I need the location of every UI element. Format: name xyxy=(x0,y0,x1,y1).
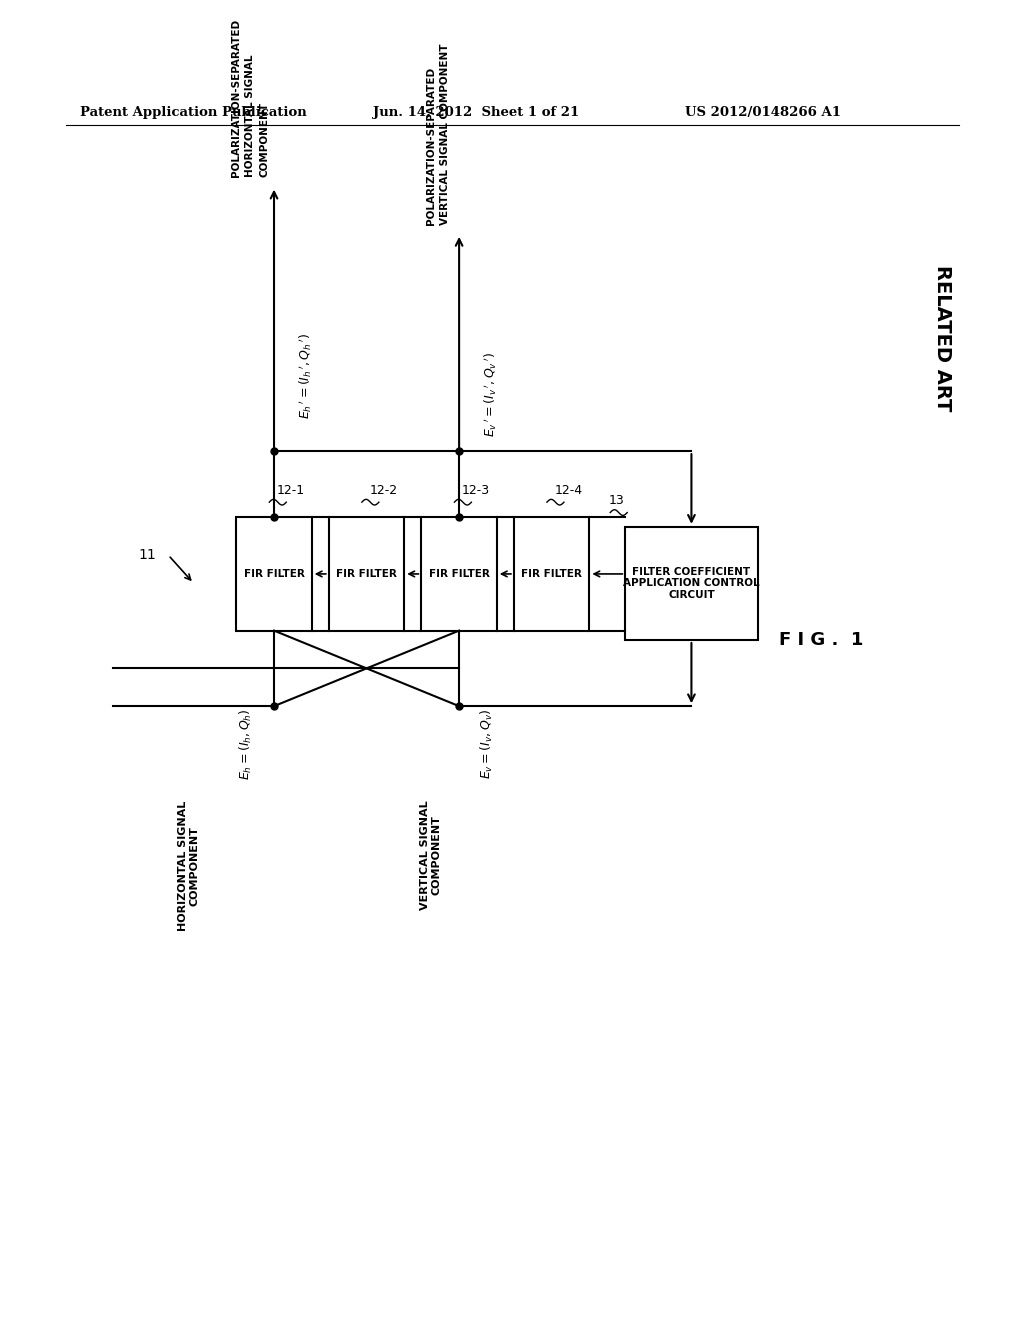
Text: FIR FILTER: FIR FILTER xyxy=(244,569,304,579)
Text: $E_h\,'=(I_h\,', Q_h\,')$: $E_h\,'=(I_h\,', Q_h\,')$ xyxy=(298,333,314,418)
Bar xyxy=(421,517,497,631)
Text: HORIZONTAL SIGNAL
COMPONENT: HORIZONTAL SIGNAL COMPONENT xyxy=(178,801,200,931)
Text: FIR FILTER: FIR FILTER xyxy=(336,569,397,579)
Text: VERTICAL SIGNAL COMPONENT: VERTICAL SIGNAL COMPONENT xyxy=(440,44,450,224)
Text: POLARIZATION-SEPARATED: POLARIZATION-SEPARATED xyxy=(426,66,436,224)
Text: 12-3: 12-3 xyxy=(462,484,490,498)
Text: US 2012/0148266 A1: US 2012/0148266 A1 xyxy=(685,107,841,120)
Bar xyxy=(329,517,404,631)
Text: VERTICAL SIGNAL
COMPONENT: VERTICAL SIGNAL COMPONENT xyxy=(420,801,441,911)
Text: $E_v\,'=(I_v\,', Q_v\,')$: $E_v\,'=(I_v\,', Q_v\,')$ xyxy=(482,352,500,437)
Text: POLARIZATION-SEPARATED: POLARIZATION-SEPARATED xyxy=(231,20,242,177)
Text: FIR FILTER: FIR FILTER xyxy=(429,569,489,579)
Bar xyxy=(626,527,758,640)
Text: $E_h=(I_h, Q_h)$: $E_h=(I_h, Q_h)$ xyxy=(238,708,254,780)
Text: RELATED ART: RELATED ART xyxy=(933,265,952,411)
Text: 12-2: 12-2 xyxy=(370,484,397,498)
Bar xyxy=(514,517,590,631)
Text: COMPONENT: COMPONENT xyxy=(259,103,269,177)
Text: Patent Application Publication: Patent Application Publication xyxy=(81,107,307,120)
Text: 13: 13 xyxy=(608,494,624,507)
Text: Jun. 14, 2012  Sheet 1 of 21: Jun. 14, 2012 Sheet 1 of 21 xyxy=(373,107,580,120)
Text: 12-1: 12-1 xyxy=(276,484,305,498)
Text: 11: 11 xyxy=(138,548,156,562)
Text: FIR FILTER: FIR FILTER xyxy=(521,569,582,579)
Text: $E_v=(I_v, Q_v)$: $E_v=(I_v, Q_v)$ xyxy=(479,709,496,779)
Text: FILTER COEFFICIENT
APPLICATION CONTROL
CIRCUIT: FILTER COEFFICIENT APPLICATION CONTROL C… xyxy=(624,566,760,601)
Text: 12-4: 12-4 xyxy=(555,484,583,498)
Text: HORIZONTAL SIGNAL: HORIZONTAL SIGNAL xyxy=(246,55,255,177)
Text: F I G .  1: F I G . 1 xyxy=(779,631,863,649)
Bar xyxy=(237,517,311,631)
